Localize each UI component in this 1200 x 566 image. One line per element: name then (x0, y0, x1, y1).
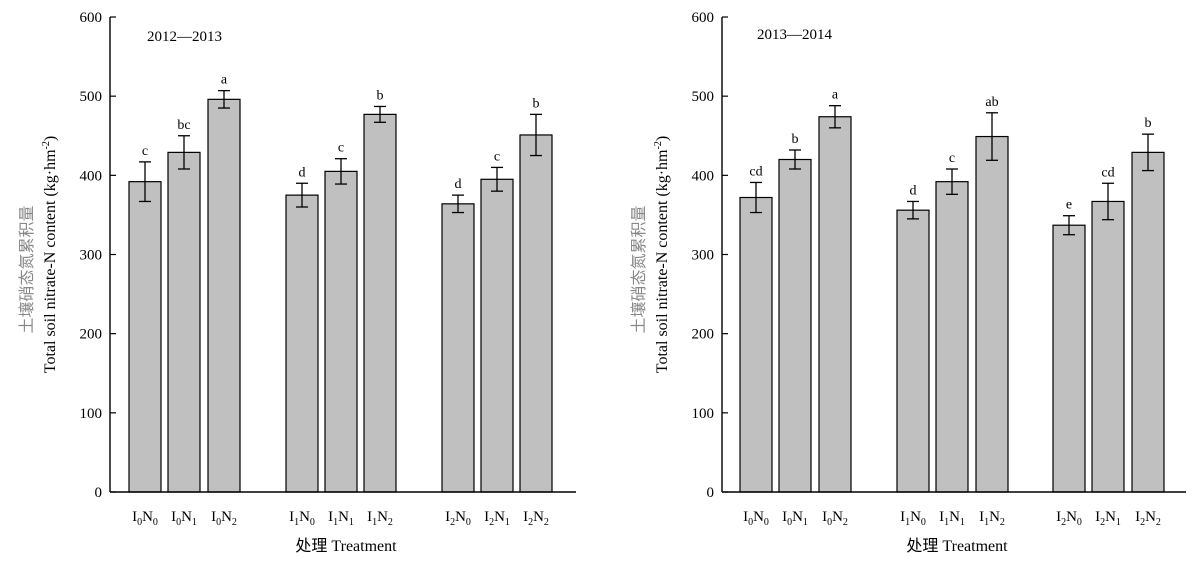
chart-panel-2013-2014: cd b a d c ab e cd b 0 100 200 300 400 500 600 I0N0 I0N1 I… (629, 10, 1186, 555)
significance-label: c (338, 141, 344, 156)
bar (363, 113, 397, 493)
chart-title: 2012—2013 (147, 29, 222, 45)
x-tick-label: I2N2 (1135, 509, 1161, 528)
x-tick-label: I0N0 (743, 509, 769, 528)
significance-label: b (377, 88, 384, 103)
y-tick-label: 0 (95, 485, 103, 501)
bar (128, 181, 162, 493)
x-axis-label: 处理 Treatment (906, 537, 1008, 555)
bar (285, 194, 319, 493)
x-tick-label: I2N2 (523, 509, 549, 528)
x-tick-label: I2N1 (484, 509, 510, 528)
significance-label: d (910, 183, 917, 198)
significance-label: b (533, 96, 540, 111)
significance-label: d (455, 177, 462, 192)
significance-label: c (494, 149, 500, 164)
significance-label: cd (1101, 165, 1114, 180)
bar (975, 135, 1009, 493)
significance-label: bc (177, 118, 190, 133)
y-axis-label-cn: 土壤硝态氮累积量 (629, 205, 648, 333)
x-tick-label: I1N2 (367, 509, 393, 528)
y-axis-label-en: Total soil nitrate-N content (kg·hm-2) (653, 136, 671, 373)
significance-label: e (1066, 198, 1072, 213)
x-tick-label: I1N0 (900, 509, 926, 528)
x-tick-label: I1N1 (328, 509, 354, 528)
x-tick-label: I2N1 (1095, 509, 1121, 528)
bar (896, 209, 930, 493)
x-tick-label: I1N1 (939, 509, 965, 528)
y-tick-label: 100 (692, 406, 715, 422)
significance-label: c (949, 151, 955, 166)
significance-label: a (832, 88, 839, 103)
y-tick-label: 300 (80, 248, 103, 264)
bar (519, 134, 553, 493)
x-tick-label: I0N2 (211, 509, 237, 528)
significance-label: b (1145, 116, 1152, 131)
x-tick-label: I2N0 (445, 509, 471, 528)
significance-label: b (792, 132, 799, 147)
significance-label: cd (749, 164, 762, 179)
bar (1052, 224, 1086, 493)
chart-panel-2012-2013: c bc a d c b d c b 0 100 200 300 400 500 600 I0N0 I0N1 I0N… (17, 10, 576, 555)
x-tick-label: I1N2 (979, 509, 1005, 528)
bar (935, 181, 969, 493)
bar (324, 170, 358, 493)
y-axis-label-en: Total soil nitrate-N content (kg·hm-2) (41, 136, 59, 373)
bar (778, 158, 812, 493)
bar (480, 178, 514, 493)
significance-label: c (142, 144, 148, 159)
bar (739, 196, 773, 493)
y-tick-label: 300 (692, 248, 715, 264)
y-tick-label: 0 (707, 485, 715, 501)
bar (818, 116, 852, 493)
bar (1091, 200, 1125, 493)
y-tick-label: 200 (692, 327, 715, 343)
x-tick-label: I2N0 (1056, 509, 1082, 528)
y-axis-label-cn: 土壤硝态氮累积量 (17, 205, 36, 333)
y-tick-label: 200 (80, 327, 103, 343)
significance-label: d (299, 165, 306, 180)
significance-label: a (221, 73, 228, 88)
y-tick-label: 100 (80, 406, 103, 422)
y-tick-label: 500 (692, 89, 715, 105)
y-tick-label: 600 (692, 10, 715, 26)
x-tick-label: I0N2 (822, 509, 848, 528)
x-tick-label: I0N0 (132, 509, 158, 528)
x-axis-label: 处理 Treatment (295, 537, 397, 555)
x-tick-label: I1N0 (289, 509, 315, 528)
x-tick-label: I0N1 (171, 509, 197, 528)
bar (167, 151, 201, 493)
y-tick-label: 400 (80, 168, 103, 184)
significance-label: ab (985, 95, 998, 110)
y-tick-label: 400 (692, 168, 715, 184)
bar (441, 203, 475, 493)
x-tick-label: I0N1 (782, 509, 808, 528)
chart-title: 2013—2014 (757, 27, 833, 43)
y-tick-label: 600 (80, 10, 103, 26)
y-tick-label: 500 (80, 89, 103, 105)
bar (1131, 151, 1165, 493)
bar (207, 98, 241, 493)
